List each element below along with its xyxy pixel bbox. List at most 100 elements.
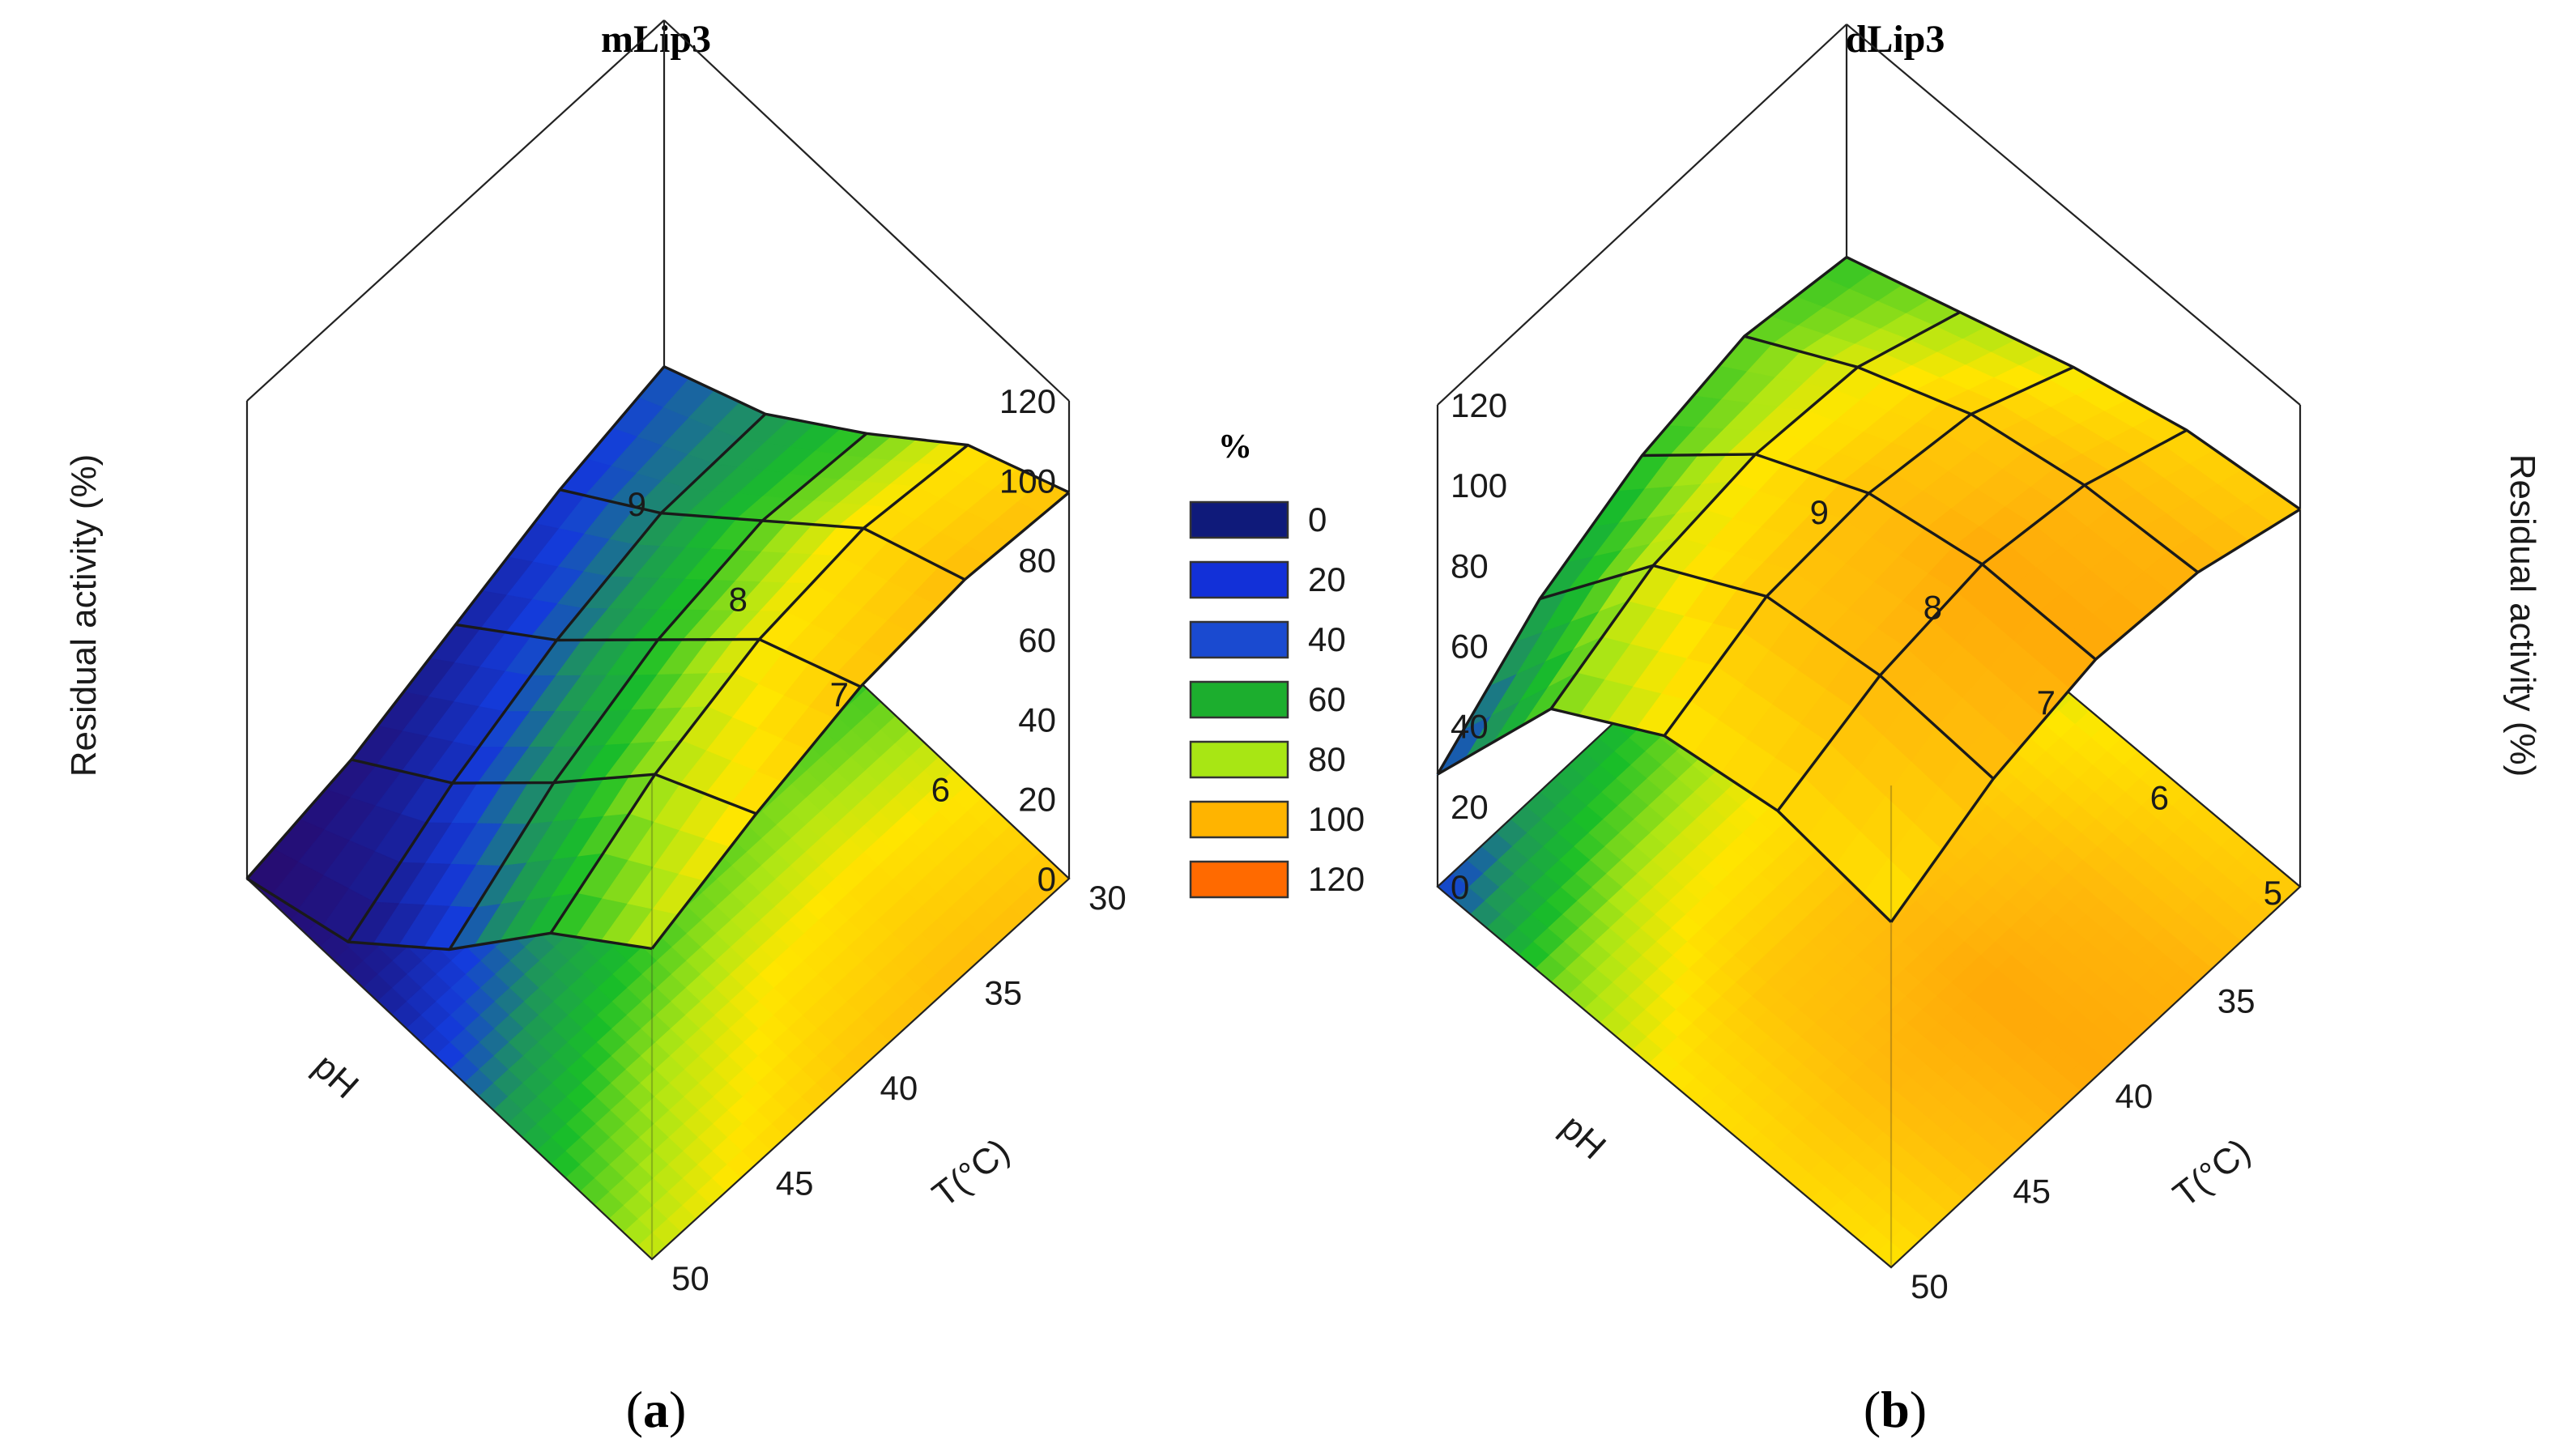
mesh-line-y — [1846, 256, 2301, 511]
surface-cell — [1664, 595, 1881, 811]
panel-a-y-axis-label: T(°C) — [925, 1131, 1016, 1215]
z-tick-label: 60 — [1451, 628, 1489, 666]
colorbar-label: 60 — [1308, 680, 1346, 718]
panel-b-y-axis-label: T(°C) — [2166, 1131, 2257, 1215]
z-tick-label: 100 — [999, 462, 1056, 500]
panel-b-z-axis-label: Residual activity (%) — [2503, 454, 2542, 777]
colorbar-label: 20 — [1308, 560, 1346, 598]
colorbar-label: 120 — [1308, 860, 1365, 898]
z-tick-label: 20 — [1018, 781, 1056, 819]
colorbar-entry: 20 — [1189, 560, 1346, 599]
panel-a-label: (a) — [626, 1381, 687, 1438]
surface-cell — [1550, 564, 1768, 737]
colorbar-label: 40 — [1308, 620, 1346, 658]
colorbar-title: % — [1218, 428, 1252, 466]
surface-cell — [454, 489, 662, 641]
x-tick-label: 9 — [628, 485, 646, 523]
surface-cell — [657, 520, 865, 641]
z-tick-label: 100 — [1451, 466, 1507, 504]
panel-b-ticks: 0 20 40 60 80 100 120 5 6 7 8 9 35 40 45 50 — [1451, 386, 2282, 1305]
surface-cell — [350, 624, 558, 784]
colorbar-entry: 80 — [1189, 740, 1346, 779]
panel-b-dlip3: dLip3 0 20 40 60 80 100 120 5 6 7 8 9 35 40 45 50 Resid… — [1436, 18, 2542, 1438]
mesh-line-y — [1539, 564, 1995, 780]
colorbar-label: 80 — [1308, 740, 1346, 778]
colorbar-entry: 40 — [1189, 620, 1346, 659]
y-tick-label: 30 — [1089, 879, 1127, 917]
z-tick-label: 0 — [1451, 868, 1469, 906]
x-tick-label: 8 — [1924, 589, 1942, 627]
surface-cell — [758, 527, 966, 688]
colorbar-entry: 100 — [1189, 800, 1365, 839]
axis-box-edge — [663, 19, 1070, 402]
colorbar-label: 0 — [1308, 500, 1327, 539]
panel-b-x-axis-label: pH — [1553, 1107, 1613, 1167]
mesh-line-y — [246, 877, 653, 952]
mesh-line-y — [559, 488, 966, 581]
surface-cell — [1641, 335, 1859, 457]
surface-cell — [660, 413, 868, 522]
x-tick-label: 8 — [729, 581, 748, 619]
z-tick-label: 80 — [1018, 542, 1056, 580]
panel-b-title: dLip3 — [1846, 18, 1945, 61]
z-tick-label: 80 — [1451, 547, 1489, 585]
surface-cell — [1970, 366, 2188, 486]
panel-a-mlip3: mLip3 0 20 40 60 80 100 120 6 7 8 9 30 35 40 45 50 Resi… — [64, 18, 1127, 1438]
surface-cell — [760, 432, 969, 529]
panel-a-title: mLip3 — [601, 18, 711, 61]
surface-cell — [1754, 366, 1972, 494]
panel-a-surface — [245, 365, 1071, 1259]
x-tick-label: 6 — [2150, 779, 2169, 817]
colorbar-swatch — [1189, 500, 1289, 539]
colorbar-swatch — [1189, 800, 1289, 839]
colorbar-label: 100 — [1308, 800, 1365, 838]
axis-box-edge — [1437, 23, 1847, 406]
colorbar-swatch — [1189, 860, 1289, 899]
mesh-line-y — [663, 365, 1070, 494]
x-tick-label: 7 — [830, 675, 849, 713]
axis-box-edge — [1846, 23, 2301, 406]
panel-a-ticks: 0 20 40 60 80 100 120 6 7 8 9 30 35 40 45 50 — [628, 382, 1127, 1297]
y-tick-label: 35 — [984, 974, 1022, 1012]
surface-cell — [246, 759, 454, 943]
z-tick-label: 40 — [1451, 708, 1489, 746]
surface-cell — [451, 639, 659, 784]
colorbar-swatch — [1189, 680, 1289, 719]
y-tick-label: 35 — [2218, 982, 2256, 1020]
y-tick-label: 40 — [2115, 1077, 2154, 1115]
mesh-line-y — [455, 623, 862, 688]
surface-cell — [448, 773, 656, 951]
surface-cell — [863, 444, 1070, 581]
colorbar-entry: 0 — [1189, 500, 1327, 539]
panel-b-surface — [1436, 256, 2301, 1267]
y-tick-label: 50 — [1911, 1267, 1949, 1305]
surface-cell — [1539, 453, 1757, 600]
panel-a-x-axis-label: pH — [305, 1046, 366, 1106]
colorbar-swatch — [1189, 740, 1289, 779]
z-tick-label: 120 — [999, 382, 1056, 420]
y-tick-label: 40 — [880, 1069, 918, 1107]
y-tick-label: 50 — [671, 1259, 709, 1297]
colorbar-swatch — [1189, 620, 1289, 659]
mesh-line-y — [1744, 334, 2199, 574]
mesh-line-y — [1642, 453, 2097, 661]
mesh-line-y — [351, 758, 757, 815]
surface-cell — [550, 773, 757, 950]
surface-cell — [1879, 564, 2097, 780]
y-tick-label: 45 — [2013, 1173, 2051, 1211]
x-tick-label: 9 — [1810, 493, 1829, 531]
colorbar-legend: % 0 20 40 60 80 100 120 — [1189, 428, 1365, 899]
z-tick-label: 60 — [1018, 621, 1056, 659]
colorbar-swatch — [1189, 560, 1289, 599]
x-tick-label: 6 — [931, 771, 950, 809]
panel-b-label: (b) — [1864, 1381, 1927, 1438]
x-tick-label: 5 — [2264, 874, 2282, 912]
axis-box-edge — [246, 19, 665, 402]
z-tick-label: 40 — [1018, 700, 1056, 739]
z-tick-label: 20 — [1451, 788, 1489, 826]
surface-cell — [1652, 453, 1870, 598]
y-tick-label: 45 — [776, 1164, 814, 1203]
z-tick-label: 120 — [1451, 386, 1507, 424]
surface-cell — [1436, 564, 1655, 776]
